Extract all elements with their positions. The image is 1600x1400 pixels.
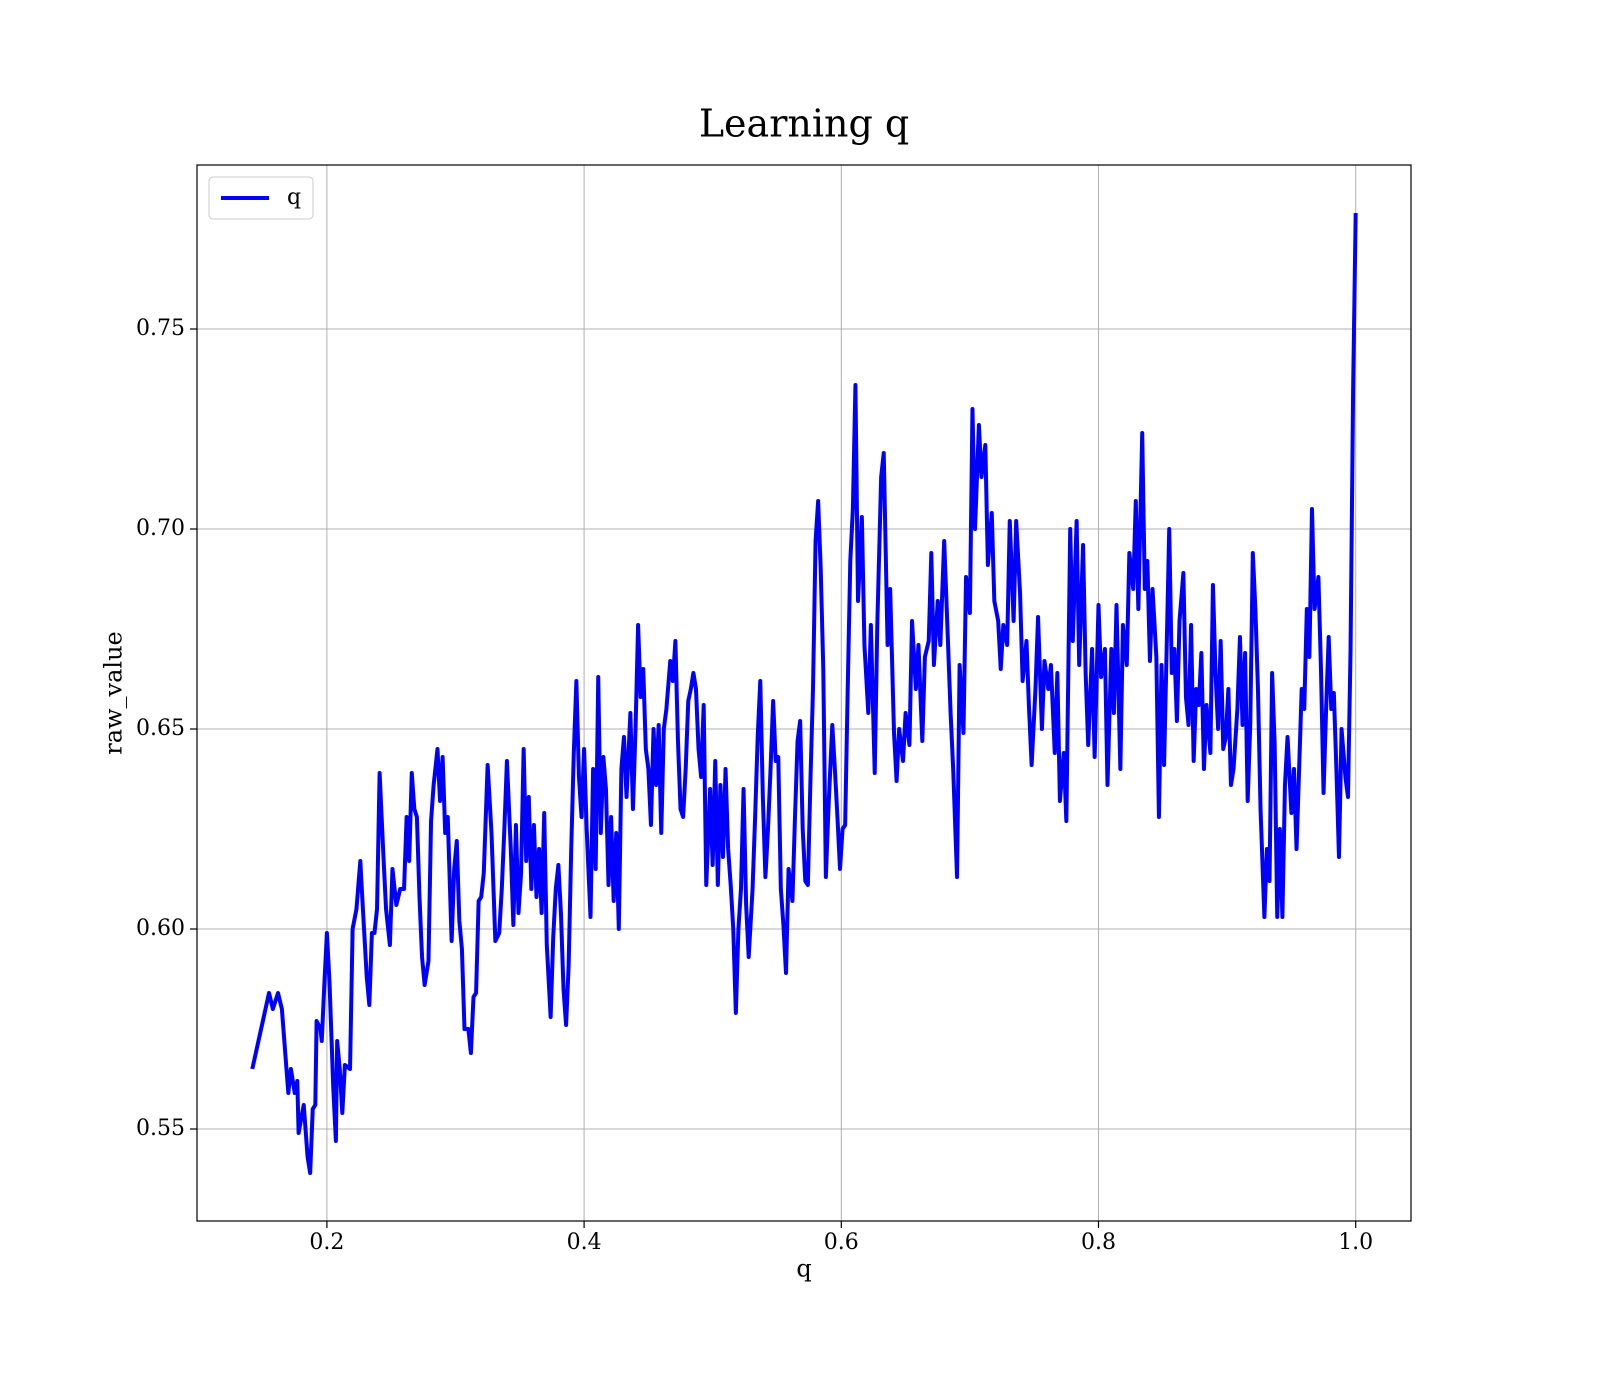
y-tick-label: 0.75 <box>136 316 185 341</box>
data-line <box>250 212 1358 1175</box>
x-tick-label: 0.2 <box>309 1230 344 1255</box>
y-tick-label: 0.55 <box>136 1116 185 1141</box>
x-tick-label: 0.4 <box>567 1230 602 1255</box>
chart-title: Learning q <box>699 102 909 146</box>
plot-frame <box>196 164 1412 1222</box>
y-tick-label: 0.65 <box>136 716 185 741</box>
x-tick-label: 0.6 <box>824 1230 859 1255</box>
x-tick-label: 1.0 <box>1338 1230 1373 1255</box>
x-axis-label: q <box>796 1255 811 1283</box>
y-axis-label: raw_value <box>100 631 128 755</box>
legend-label: q <box>287 185 301 210</box>
x-tick-label: 0.8 <box>1081 1230 1116 1255</box>
y-tick-label: 0.60 <box>136 916 185 941</box>
legend: q <box>208 176 314 220</box>
y-tick-label: 0.70 <box>136 516 185 541</box>
